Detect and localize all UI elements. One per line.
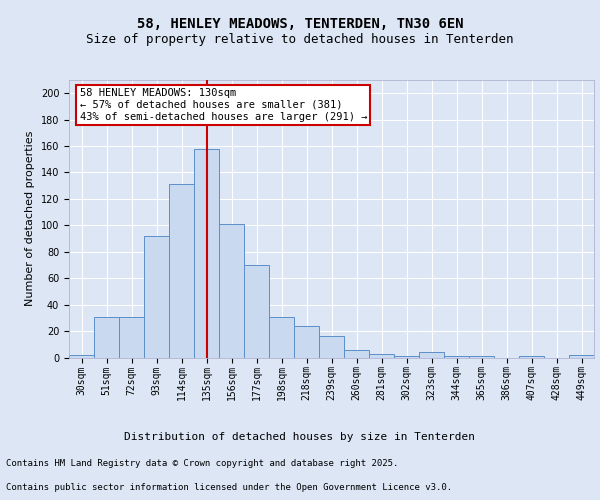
- Bar: [169, 184, 194, 358]
- Bar: [469, 356, 494, 358]
- Bar: [269, 316, 294, 358]
- Bar: [319, 336, 344, 357]
- Bar: [344, 350, 369, 358]
- Text: Contains HM Land Registry data © Crown copyright and database right 2025.: Contains HM Land Registry data © Crown c…: [6, 458, 398, 468]
- Bar: [294, 326, 319, 358]
- Bar: [144, 236, 169, 358]
- Bar: [194, 148, 219, 358]
- Y-axis label: Number of detached properties: Number of detached properties: [25, 131, 35, 306]
- Text: 58, HENLEY MEADOWS, TENTERDEN, TN30 6EN: 58, HENLEY MEADOWS, TENTERDEN, TN30 6EN: [137, 18, 463, 32]
- Text: Size of property relative to detached houses in Tenterden: Size of property relative to detached ho…: [86, 32, 514, 46]
- Bar: [244, 265, 269, 358]
- Bar: [369, 354, 394, 358]
- Bar: [219, 224, 244, 358]
- Text: 58 HENLEY MEADOWS: 130sqm
← 57% of detached houses are smaller (381)
43% of semi: 58 HENLEY MEADOWS: 130sqm ← 57% of detac…: [79, 88, 367, 122]
- Bar: [444, 356, 469, 358]
- Text: Contains public sector information licensed under the Open Government Licence v3: Contains public sector information licen…: [6, 484, 452, 492]
- Bar: [419, 352, 444, 358]
- Bar: [94, 316, 119, 358]
- Bar: [519, 356, 544, 358]
- Text: Distribution of detached houses by size in Tenterden: Distribution of detached houses by size …: [125, 432, 476, 442]
- Bar: [569, 355, 594, 358]
- Bar: [69, 355, 94, 358]
- Bar: [119, 316, 144, 358]
- Bar: [394, 356, 419, 358]
